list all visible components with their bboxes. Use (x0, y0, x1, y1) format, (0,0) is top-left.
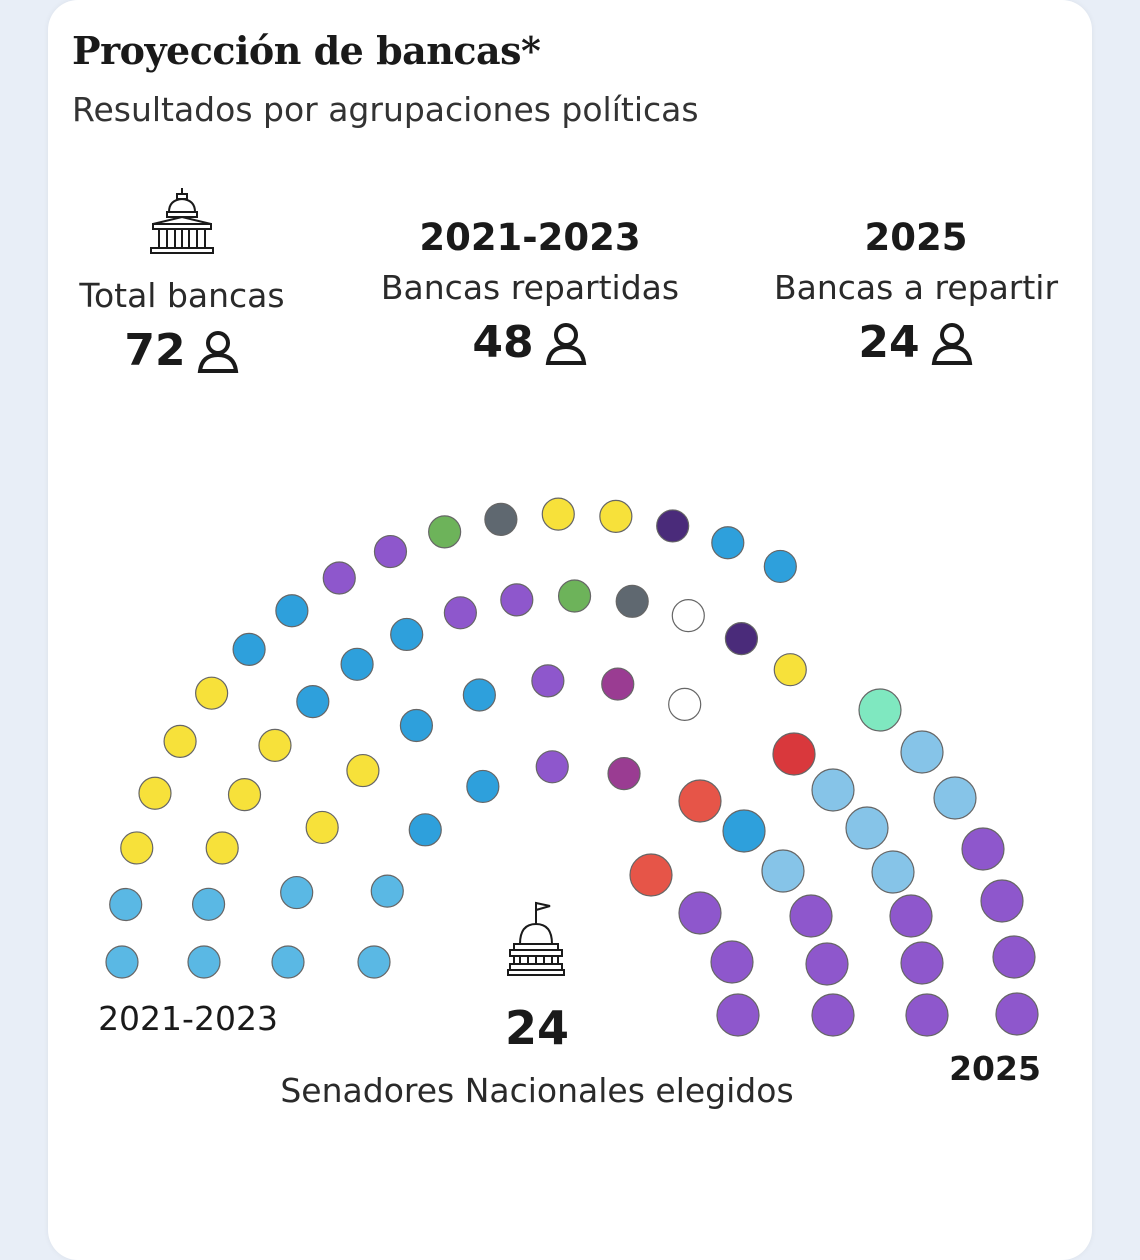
seat-row1-6 (232, 632, 266, 666)
seat-right_outer-0 (858, 688, 902, 732)
stat-heading: 2021-2023 (419, 216, 641, 259)
seat-row1-11 (484, 502, 518, 536)
stat-number: 48 (472, 317, 534, 368)
seat-row2-3 (227, 778, 262, 812)
stat-number: 24 (858, 317, 920, 368)
seat-row3-7 (601, 667, 635, 701)
stat-label: Bancas repartidas (380, 268, 680, 307)
left-group-label: 2021-2023 (98, 999, 278, 1038)
stat-label: Total bancas (79, 276, 285, 315)
seat-row2-14 (773, 653, 807, 687)
seat-row2-1 (191, 887, 226, 921)
seat-row4-4 (535, 750, 569, 784)
seat-row2-6 (340, 647, 374, 681)
stat-heading: 2025 (864, 216, 968, 259)
seat-row3-5 (462, 678, 496, 712)
stat-total-seats: Total bancas 72 (52, 186, 312, 376)
seat-row2-12 (671, 599, 705, 633)
seat-row2-5 (296, 684, 330, 719)
right-group-label: 2025 (949, 1049, 1041, 1088)
seat-row1-0 (105, 945, 139, 979)
seat-row2-8 (443, 596, 477, 630)
stat-distributed-seats: 2021-2023 Bancas repartidas 48 (350, 212, 710, 368)
seat-row1-8 (322, 561, 356, 595)
stat-number: 72 (124, 325, 186, 376)
seat-row1-4 (163, 724, 197, 758)
seat-right_outer-5 (992, 935, 1036, 979)
seat-row1-7 (275, 594, 309, 628)
seat-row2-9 (500, 583, 534, 617)
seat-right_mid1-2 (761, 849, 805, 893)
seat-row1-10 (428, 515, 462, 549)
seat-row3-8 (668, 687, 702, 721)
results-card (48, 0, 1092, 1260)
seat-row3-1 (280, 875, 314, 910)
seat-right_mid2-5 (900, 941, 944, 985)
seat-row2-10 (557, 579, 592, 613)
seat-right_mid2-6 (905, 993, 949, 1037)
seats-layer (105, 497, 1039, 1037)
seat-right_mid1-0 (678, 779, 722, 823)
seat-row2-0 (187, 945, 221, 979)
page-subtitle: Resultados por agrupaciones políticas (72, 90, 699, 129)
congress-building-icon (52, 186, 312, 256)
seat-right_mid1-1 (722, 809, 766, 853)
seat-right_mid1-5 (811, 993, 855, 1037)
seat-right_outer-6 (995, 992, 1039, 1036)
seat-right_mid2-3 (871, 850, 915, 894)
seat-row1-15 (711, 526, 745, 560)
seat-row3-6 (531, 664, 565, 698)
seat-row1-14 (656, 509, 690, 543)
seat-row2-7 (390, 617, 424, 652)
seat-right_mid2-4 (889, 894, 933, 938)
seat-right_mid2-0 (772, 732, 816, 776)
seat-row1-16 (763, 549, 797, 584)
page-title: Proyección de bancas* (72, 28, 541, 73)
person-icon (197, 330, 238, 373)
seat-row4-1 (370, 874, 404, 908)
seat-right_inner-0 (629, 853, 673, 897)
seat-right_inner-3 (716, 993, 760, 1037)
seat-right_outer-4 (980, 879, 1024, 923)
stat-label: Bancas a repartir (773, 268, 1059, 307)
seat-row3-2 (305, 810, 339, 845)
stat-value: 24 (858, 317, 973, 368)
seat-row2-11 (615, 584, 649, 618)
stat-value: 72 (124, 325, 239, 376)
center-value: 24 (505, 1001, 569, 1055)
person-icon (545, 322, 586, 365)
seat-row1-13 (599, 499, 633, 533)
seat-row1-12 (541, 497, 575, 531)
seat-row1-2 (120, 831, 154, 865)
seat-right_outer-1 (900, 730, 944, 774)
seat-row2-13 (724, 622, 759, 656)
center-caption: Senadores Nacionales elegidos (280, 1071, 793, 1110)
seat-right_mid2-1 (811, 768, 855, 812)
seat-right_inner-1 (678, 891, 722, 935)
seat-row2-4 (258, 728, 292, 762)
seat-row3-0 (271, 945, 305, 979)
seat-row1-9 (373, 534, 408, 569)
stat-seats-to-distribute: 2025 Bancas a repartir 24 (750, 212, 1082, 368)
seat-right_mid2-2 (845, 806, 889, 850)
seat-right_outer-3 (961, 827, 1005, 871)
stat-value: 48 (472, 317, 587, 368)
seat-row4-3 (466, 769, 500, 804)
seat-row3-4 (399, 708, 434, 743)
seat-right_outer-2 (933, 776, 977, 820)
seat-row4-2 (408, 813, 442, 847)
seat-row3-3 (346, 753, 380, 788)
seat-right_inner-2 (710, 940, 754, 984)
seat-row1-3 (138, 776, 172, 810)
seat-right_mid1-4 (805, 942, 849, 986)
capitol-icon (507, 901, 565, 976)
person-icon (931, 322, 972, 365)
seat-row4-5 (607, 756, 641, 791)
seat-row1-1 (109, 887, 143, 922)
seat-row2-2 (205, 831, 239, 865)
seat-right_mid1-3 (789, 894, 833, 938)
seat-row4-0 (357, 945, 391, 979)
seat-row1-5 (195, 676, 229, 710)
